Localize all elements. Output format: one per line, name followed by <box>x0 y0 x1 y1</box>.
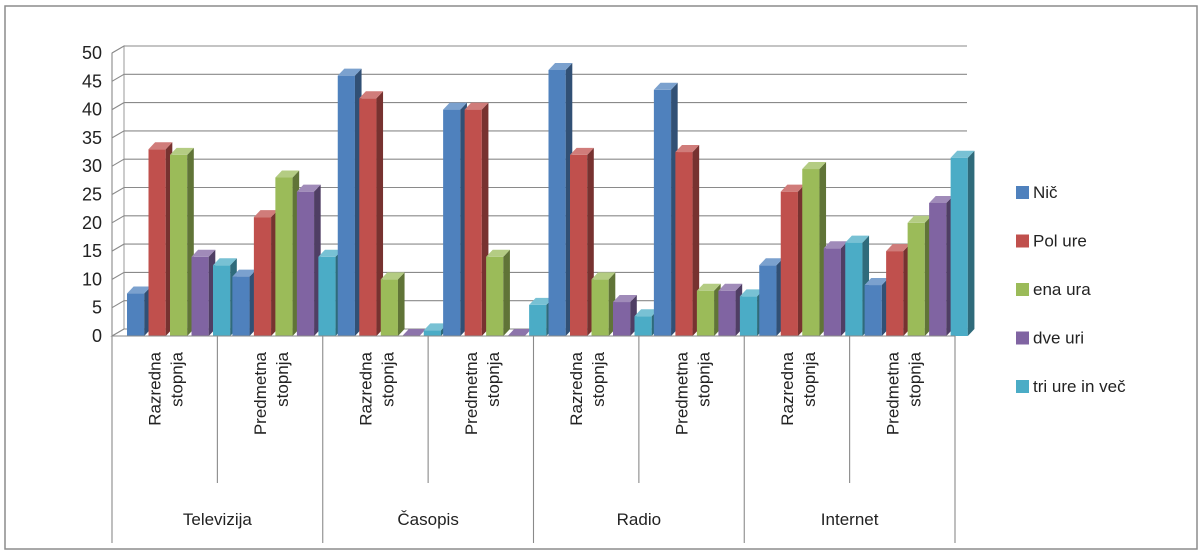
group-label: Radio <box>617 510 661 529</box>
legend-item: tri ure in več <box>1016 377 1126 396</box>
x-tick-label: Razredna stopnja <box>356 351 397 425</box>
x-tick-label: Predmetna stopnja <box>673 351 714 435</box>
y-tick-label: 15 <box>82 241 102 261</box>
bar <box>653 82 678 336</box>
gridline <box>111 102 967 111</box>
bar <box>780 184 805 336</box>
bar <box>548 62 573 336</box>
bar <box>127 286 151 336</box>
bar <box>337 68 362 336</box>
y-tick-label: 5 <box>92 298 102 318</box>
bars <box>127 62 975 336</box>
bar <box>675 145 700 336</box>
bar <box>464 102 489 336</box>
y-tick-label: 20 <box>82 213 102 233</box>
gridline <box>111 130 967 139</box>
bar <box>718 283 743 336</box>
bar <box>950 150 975 336</box>
bar <box>359 91 384 336</box>
y-tick-label: 25 <box>82 185 102 205</box>
x-axis: Razredna stopnja Predmetna stopnja Razredna s… <box>111 335 956 543</box>
gridline <box>111 73 967 82</box>
legend-swatch <box>1016 234 1029 248</box>
legend-item: ena ura <box>1016 280 1091 299</box>
x-tick-label: Predmetna stopnja <box>883 351 924 435</box>
group-label: Televizija <box>183 510 253 529</box>
bar <box>148 142 173 336</box>
bar <box>696 283 721 336</box>
legend-label: Nič <box>1033 183 1058 202</box>
bar <box>380 272 405 336</box>
legend-swatch <box>1016 186 1029 199</box>
group-label: Časopis <box>397 510 458 529</box>
bar <box>929 195 953 336</box>
bar <box>864 278 889 336</box>
legend-label: dve uri <box>1033 329 1084 348</box>
bar <box>486 249 510 336</box>
y-tick-label: 50 <box>82 43 102 63</box>
bar <box>170 147 194 336</box>
legend-item: Nič <box>1016 183 1058 202</box>
bar <box>907 215 932 336</box>
y-tick-label: 40 <box>82 100 102 120</box>
gridline <box>111 45 967 54</box>
legend-label: tri ure in več <box>1033 377 1126 396</box>
legend-item: Pol ure <box>1016 232 1087 251</box>
y-tick-label: 0 <box>92 326 102 346</box>
bar <box>296 184 321 336</box>
y-tick-label: 45 <box>82 71 102 91</box>
bar <box>802 162 827 336</box>
bar <box>275 170 300 336</box>
bar <box>507 329 532 336</box>
bar <box>253 210 278 336</box>
bar <box>402 329 427 336</box>
legend-swatch <box>1016 380 1029 393</box>
legend: Nič Pol ure ena ura dve uri tri ure in več <box>1016 183 1126 396</box>
bar <box>823 241 848 336</box>
bar <box>232 269 257 336</box>
group-label: Internet <box>821 510 879 529</box>
bar <box>570 147 594 336</box>
x-tick-label: Razredna stopnja <box>567 351 608 425</box>
legend-item: dve uri <box>1016 329 1084 348</box>
y-tick-label: 30 <box>82 156 102 176</box>
bar <box>591 272 616 336</box>
bar <box>443 102 467 336</box>
x-tick-label: Predmetna stopnja <box>251 351 292 435</box>
bar <box>759 258 784 336</box>
y-tick-label: 10 <box>82 269 102 289</box>
bar <box>613 295 637 336</box>
legend-swatch <box>1016 331 1029 345</box>
legend-label: Pol ure <box>1033 232 1087 251</box>
bar <box>191 249 216 336</box>
bar <box>886 244 910 336</box>
legend-label: ena ura <box>1033 280 1091 299</box>
x-tick-label: Razredna stopnja <box>778 351 819 425</box>
y-tick-label: 35 <box>82 128 102 148</box>
x-tick-label: Razredna stopnja <box>146 351 187 425</box>
y-axis: 0 5 10 15 20 25 30 35 40 45 50 <box>82 43 113 346</box>
x-tick-label: Predmetna stopnja <box>462 351 503 435</box>
legend-swatch <box>1016 283 1029 296</box>
